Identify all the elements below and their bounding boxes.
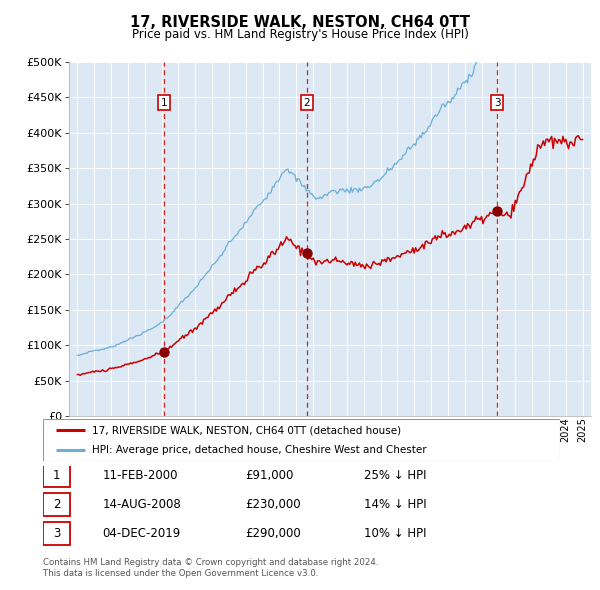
Text: £290,000: £290,000 — [245, 527, 301, 540]
Text: 11-FEB-2000: 11-FEB-2000 — [103, 470, 178, 483]
Text: 3: 3 — [494, 98, 500, 107]
Text: Price paid vs. HM Land Registry's House Price Index (HPI): Price paid vs. HM Land Registry's House … — [131, 28, 469, 41]
Text: Contains HM Land Registry data © Crown copyright and database right 2024.
This d: Contains HM Land Registry data © Crown c… — [43, 558, 379, 578]
Text: £230,000: £230,000 — [245, 499, 301, 512]
Text: 14-AUG-2008: 14-AUG-2008 — [103, 499, 181, 512]
Bar — [43, 493, 70, 516]
Text: 10% ↓ HPI: 10% ↓ HPI — [364, 527, 427, 540]
Text: 14% ↓ HPI: 14% ↓ HPI — [364, 499, 427, 512]
Text: 25% ↓ HPI: 25% ↓ HPI — [364, 470, 427, 483]
Bar — [43, 522, 70, 545]
Text: £91,000: £91,000 — [245, 470, 293, 483]
Text: HPI: Average price, detached house, Cheshire West and Chester: HPI: Average price, detached house, Ches… — [92, 445, 427, 455]
Text: 1: 1 — [53, 470, 61, 483]
Text: 2: 2 — [53, 499, 61, 512]
Bar — [43, 465, 70, 487]
Text: 2: 2 — [304, 98, 310, 107]
Text: 1: 1 — [160, 98, 167, 107]
Text: 17, RIVERSIDE WALK, NESTON, CH64 0TT: 17, RIVERSIDE WALK, NESTON, CH64 0TT — [130, 15, 470, 30]
Text: 17, RIVERSIDE WALK, NESTON, CH64 0TT (detached house): 17, RIVERSIDE WALK, NESTON, CH64 0TT (de… — [92, 425, 401, 435]
Text: 3: 3 — [53, 527, 61, 540]
Text: 04-DEC-2019: 04-DEC-2019 — [103, 527, 181, 540]
